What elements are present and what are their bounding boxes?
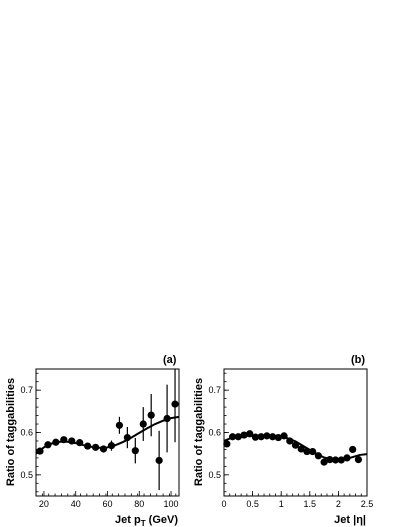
data-point-b-16 [314, 452, 322, 460]
x-axis-label-a-main: Jet p [115, 514, 141, 526]
data-point-a-4 [68, 437, 76, 445]
panel-a: (a) 20 40 60 80 100 0.5 0.6 0.7 Ratio of taggab… [5, 354, 180, 527]
x-axis-label-a-sub: T [141, 519, 146, 527]
data-point-b-10 [280, 432, 288, 440]
y-axis-label-b: Ratio of taggabilities [193, 378, 205, 486]
data-point-a-13 [139, 420, 147, 428]
panel-label-b: (b) [351, 354, 365, 366]
data-point-a-2 [52, 438, 60, 446]
data-point-a-17 [171, 400, 179, 408]
y-tick-label-b-2: 0.7 [208, 385, 221, 395]
data-point-a-15 [155, 456, 163, 465]
panel-label-a: (a) [163, 354, 177, 366]
data-point-b-23 [354, 455, 363, 464]
data-point-b-4 [246, 430, 254, 438]
data-point-a-8 [99, 445, 108, 453]
data-points-a [36, 369, 179, 491]
data-point-a-6 [84, 442, 92, 450]
data-point-b-5 [251, 433, 260, 441]
data-point-a-10 [115, 421, 124, 429]
data-point-b-1 [228, 433, 237, 441]
x-tick-label-a-0: 20 [39, 499, 49, 509]
x-tick-label-a-2: 60 [102, 499, 112, 509]
data-point-a-7 [91, 443, 100, 451]
x-axis-label-a-unit: (GeV) [146, 514, 179, 526]
data-point-b-7 [263, 432, 271, 440]
x-tick-label-b-4: 2 [336, 499, 341, 509]
x-tick-label-a-4: 100 [164, 499, 179, 509]
data-point-b-20 [337, 456, 345, 464]
y-tick-label-b-0: 0.5 [208, 470, 221, 480]
fit-curve-a [35, 415, 180, 455]
data-point-b-18 [326, 455, 334, 464]
data-point-a-5 [76, 439, 84, 447]
plot-frame-a [35, 368, 180, 497]
x-tick-label-b-1: 0.5 [246, 499, 259, 509]
y-tick-label-b-1: 0.6 [208, 428, 221, 438]
y-tick-label-a-1: 0.6 [20, 428, 33, 438]
y-tick-label-a-2: 0.7 [20, 385, 33, 395]
data-point-a-0 [36, 447, 44, 455]
data-point-a-3 [60, 436, 68, 444]
x-axis-label-b: Jet |η| [334, 514, 366, 526]
data-point-b-19 [331, 456, 340, 464]
ticks-a: 20 40 60 80 100 0.5 0.6 0.7 [20, 372, 179, 509]
data-point-b-22 [349, 445, 357, 454]
x-axis-label-a: Jet pT (GeV) [115, 514, 178, 527]
data-point-a-14 [147, 411, 155, 419]
data-point-b-0 [223, 440, 231, 448]
data-point-a-16 [163, 414, 171, 423]
x-tick-label-b-0: 0 [221, 499, 226, 509]
y-axis-label-a: Ratio of taggabilities [5, 378, 17, 486]
x-tick-label-b-2: 1 [279, 499, 284, 509]
data-point-b-3 [240, 431, 248, 439]
data-point-b-17 [320, 458, 328, 466]
data-point-b-21 [343, 454, 351, 462]
data-point-b-11 [286, 437, 294, 445]
x-tick-label-b-5: 2.5 [361, 499, 374, 509]
data-point-b-8 [269, 433, 277, 441]
x-tick-label-a-1: 40 [71, 499, 81, 509]
data-point-a-1 [44, 441, 52, 449]
data-point-b-12 [291, 441, 300, 449]
data-point-b-6 [257, 433, 265, 441]
data-point-b-13 [297, 445, 305, 453]
fit-curve-group-a [35, 415, 180, 455]
panel-b: (b) 0 0.5 1 1.5 2 2.5 0.5 0.6 0.7 Ratio of tagga… [193, 354, 373, 526]
data-point-b-9 [274, 433, 282, 442]
data-point-a-12 [131, 447, 139, 455]
x-tick-label-b-3: 1.5 [304, 499, 317, 509]
x-tick-label-a-3: 80 [134, 499, 144, 509]
data-point-b-15 [309, 447, 317, 456]
ticks-b: 0 0.5 1 1.5 2 2.5 0.5 0.6 0.7 [208, 372, 374, 509]
data-points-b [223, 430, 363, 466]
data-point-b-14 [303, 447, 311, 456]
data-point-b-2 [234, 433, 242, 441]
y-tick-label-a-0: 0.5 [20, 470, 33, 480]
data-point-a-9 [107, 442, 116, 450]
data-point-a-11 [123, 433, 131, 442]
